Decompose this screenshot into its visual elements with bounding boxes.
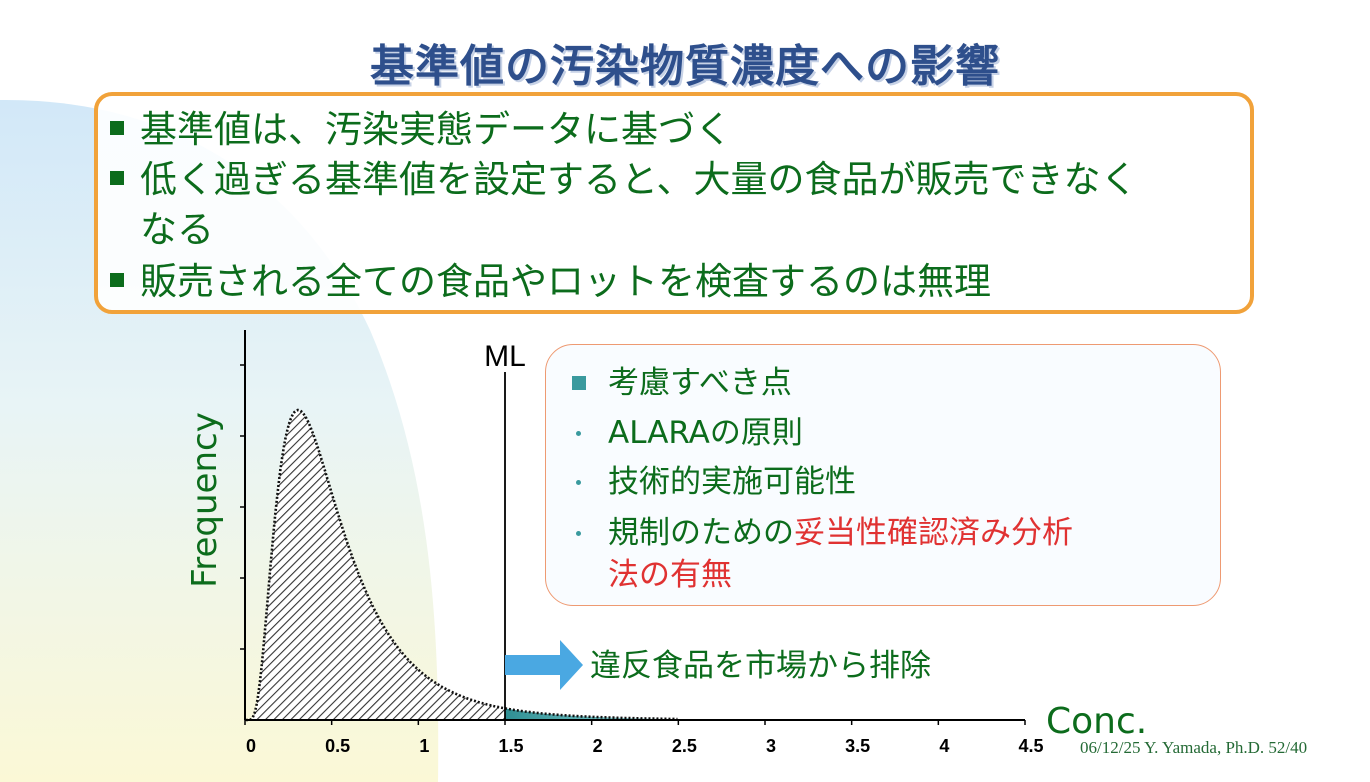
key-point-2: 低く過ぎる基準値を設定すると、大量の食品が販売できなく <box>110 158 1138 202</box>
validated-method-highlight-continued: 法の有無 <box>608 557 732 593</box>
exclude-from-market-label: 違反食品を市場から排除 <box>590 648 931 684</box>
square-bullet-icon <box>572 376 586 390</box>
y-axis-ticks <box>240 364 245 650</box>
page-title: 基準値の汚染物質濃度への影響 <box>370 41 1000 92</box>
consideration-alara: ALARAの原則 <box>572 413 803 453</box>
key-point-3: 販売される全ての食品やロットを検査するのは無理 <box>110 260 991 304</box>
x-axis-ticks: 0 0.5 1 1.5 2 2.5 3 3.5 4 4.5 <box>244 720 1044 756</box>
x-axis-label: Conc. <box>1046 701 1148 742</box>
dot-bullet-icon <box>576 531 581 536</box>
key-point-2-continued: なる <box>140 208 214 251</box>
key-points-box: 基準値は、汚染実態データに基づく 低く過ぎる基準値を設定すると、大量の食品が販売… <box>94 92 1254 314</box>
considerations-heading: 考慮すべき点 <box>572 363 792 403</box>
slide-footer: 06/12/25 Y. Yamada, Ph.D. 52/40 <box>1080 738 1308 757</box>
x-tick-label: 3 <box>766 736 776 756</box>
x-tick-label: 1 <box>419 736 429 756</box>
square-bullet-icon <box>110 120 124 135</box>
key-point-1: 基準値は、汚染実態データに基づく <box>110 108 732 152</box>
x-tick-label: 3.5 <box>845 736 870 756</box>
distribution-curve <box>245 408 678 722</box>
x-tick-label: 4.5 <box>1018 736 1043 756</box>
above-ml-tail <box>505 708 679 720</box>
distribution-area <box>245 410 679 720</box>
y-axis-label: Frequency <box>185 412 225 588</box>
validated-method-highlight: 妥当性確認済み分析 <box>794 515 1073 551</box>
considerations-box: 考慮すべき点 ALARAの原則 技術的実施可能性 規制のための妥当性確認済み分析… <box>545 344 1221 606</box>
x-tick-label: 4 <box>939 736 949 756</box>
dot-bullet-icon <box>576 431 581 436</box>
consideration-feasibility: 技術的実施可能性 <box>572 462 856 502</box>
x-tick-label: 0 <box>246 736 256 756</box>
x-tick-label: 2 <box>593 736 603 756</box>
square-bullet-icon <box>110 272 124 287</box>
x-tick-label: 1.5 <box>498 736 523 756</box>
x-tick-label: 2.5 <box>672 736 697 756</box>
right-arrow-icon <box>505 640 583 690</box>
square-bullet-icon <box>110 170 124 185</box>
ml-label: ML <box>484 340 526 373</box>
dot-bullet-icon <box>576 480 581 485</box>
consideration-validated-method: 規制のための妥当性確認済み分析 <box>572 513 1073 553</box>
x-tick-label: 0.5 <box>325 736 350 756</box>
